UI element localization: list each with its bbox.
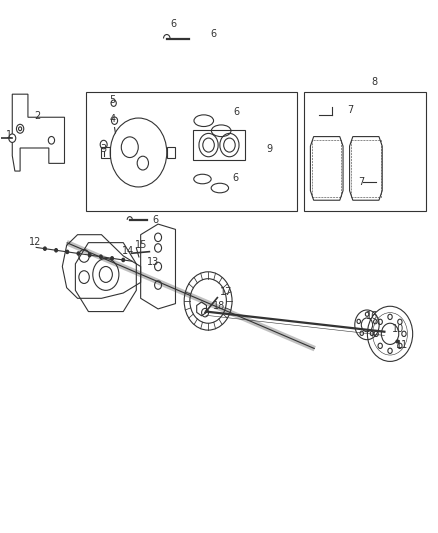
Circle shape [99, 255, 102, 259]
Text: 7: 7 [347, 105, 353, 115]
Text: 18: 18 [213, 301, 225, 311]
Text: 15: 15 [134, 240, 147, 251]
Text: 10: 10 [392, 324, 404, 334]
Text: 1: 1 [6, 130, 12, 140]
Text: 5: 5 [109, 95, 116, 105]
Text: 11: 11 [396, 340, 408, 350]
Text: 8: 8 [372, 77, 378, 87]
Circle shape [201, 309, 208, 317]
Text: 6: 6 [211, 29, 217, 39]
Text: 16: 16 [366, 311, 378, 321]
Bar [193, 130, 245, 160]
Circle shape [55, 249, 57, 252]
Text: 2: 2 [35, 111, 41, 121]
Bar [312, 140, 341, 197]
Text: 9: 9 [266, 144, 272, 154]
Text: 6: 6 [152, 215, 158, 225]
Circle shape [77, 252, 80, 255]
Circle shape [111, 257, 113, 260]
Circle shape [9, 134, 16, 142]
Text: 6: 6 [170, 19, 177, 29]
Text: 7: 7 [358, 176, 364, 187]
Bar [304, 92, 426, 211]
Text: 6: 6 [233, 107, 240, 117]
Circle shape [88, 254, 91, 257]
Bar [167, 147, 176, 158]
Text: 17: 17 [220, 287, 232, 297]
Bar [86, 92, 297, 211]
Circle shape [122, 259, 124, 262]
Text: 13: 13 [147, 257, 159, 267]
Text: 4: 4 [110, 114, 116, 124]
Text: 3: 3 [101, 144, 107, 154]
Text: 12: 12 [29, 237, 42, 247]
Bar [351, 140, 381, 197]
Circle shape [44, 247, 46, 251]
Circle shape [66, 251, 69, 254]
Text: 14: 14 [121, 246, 134, 256]
Bar [102, 147, 110, 158]
Text: 6: 6 [233, 173, 239, 183]
